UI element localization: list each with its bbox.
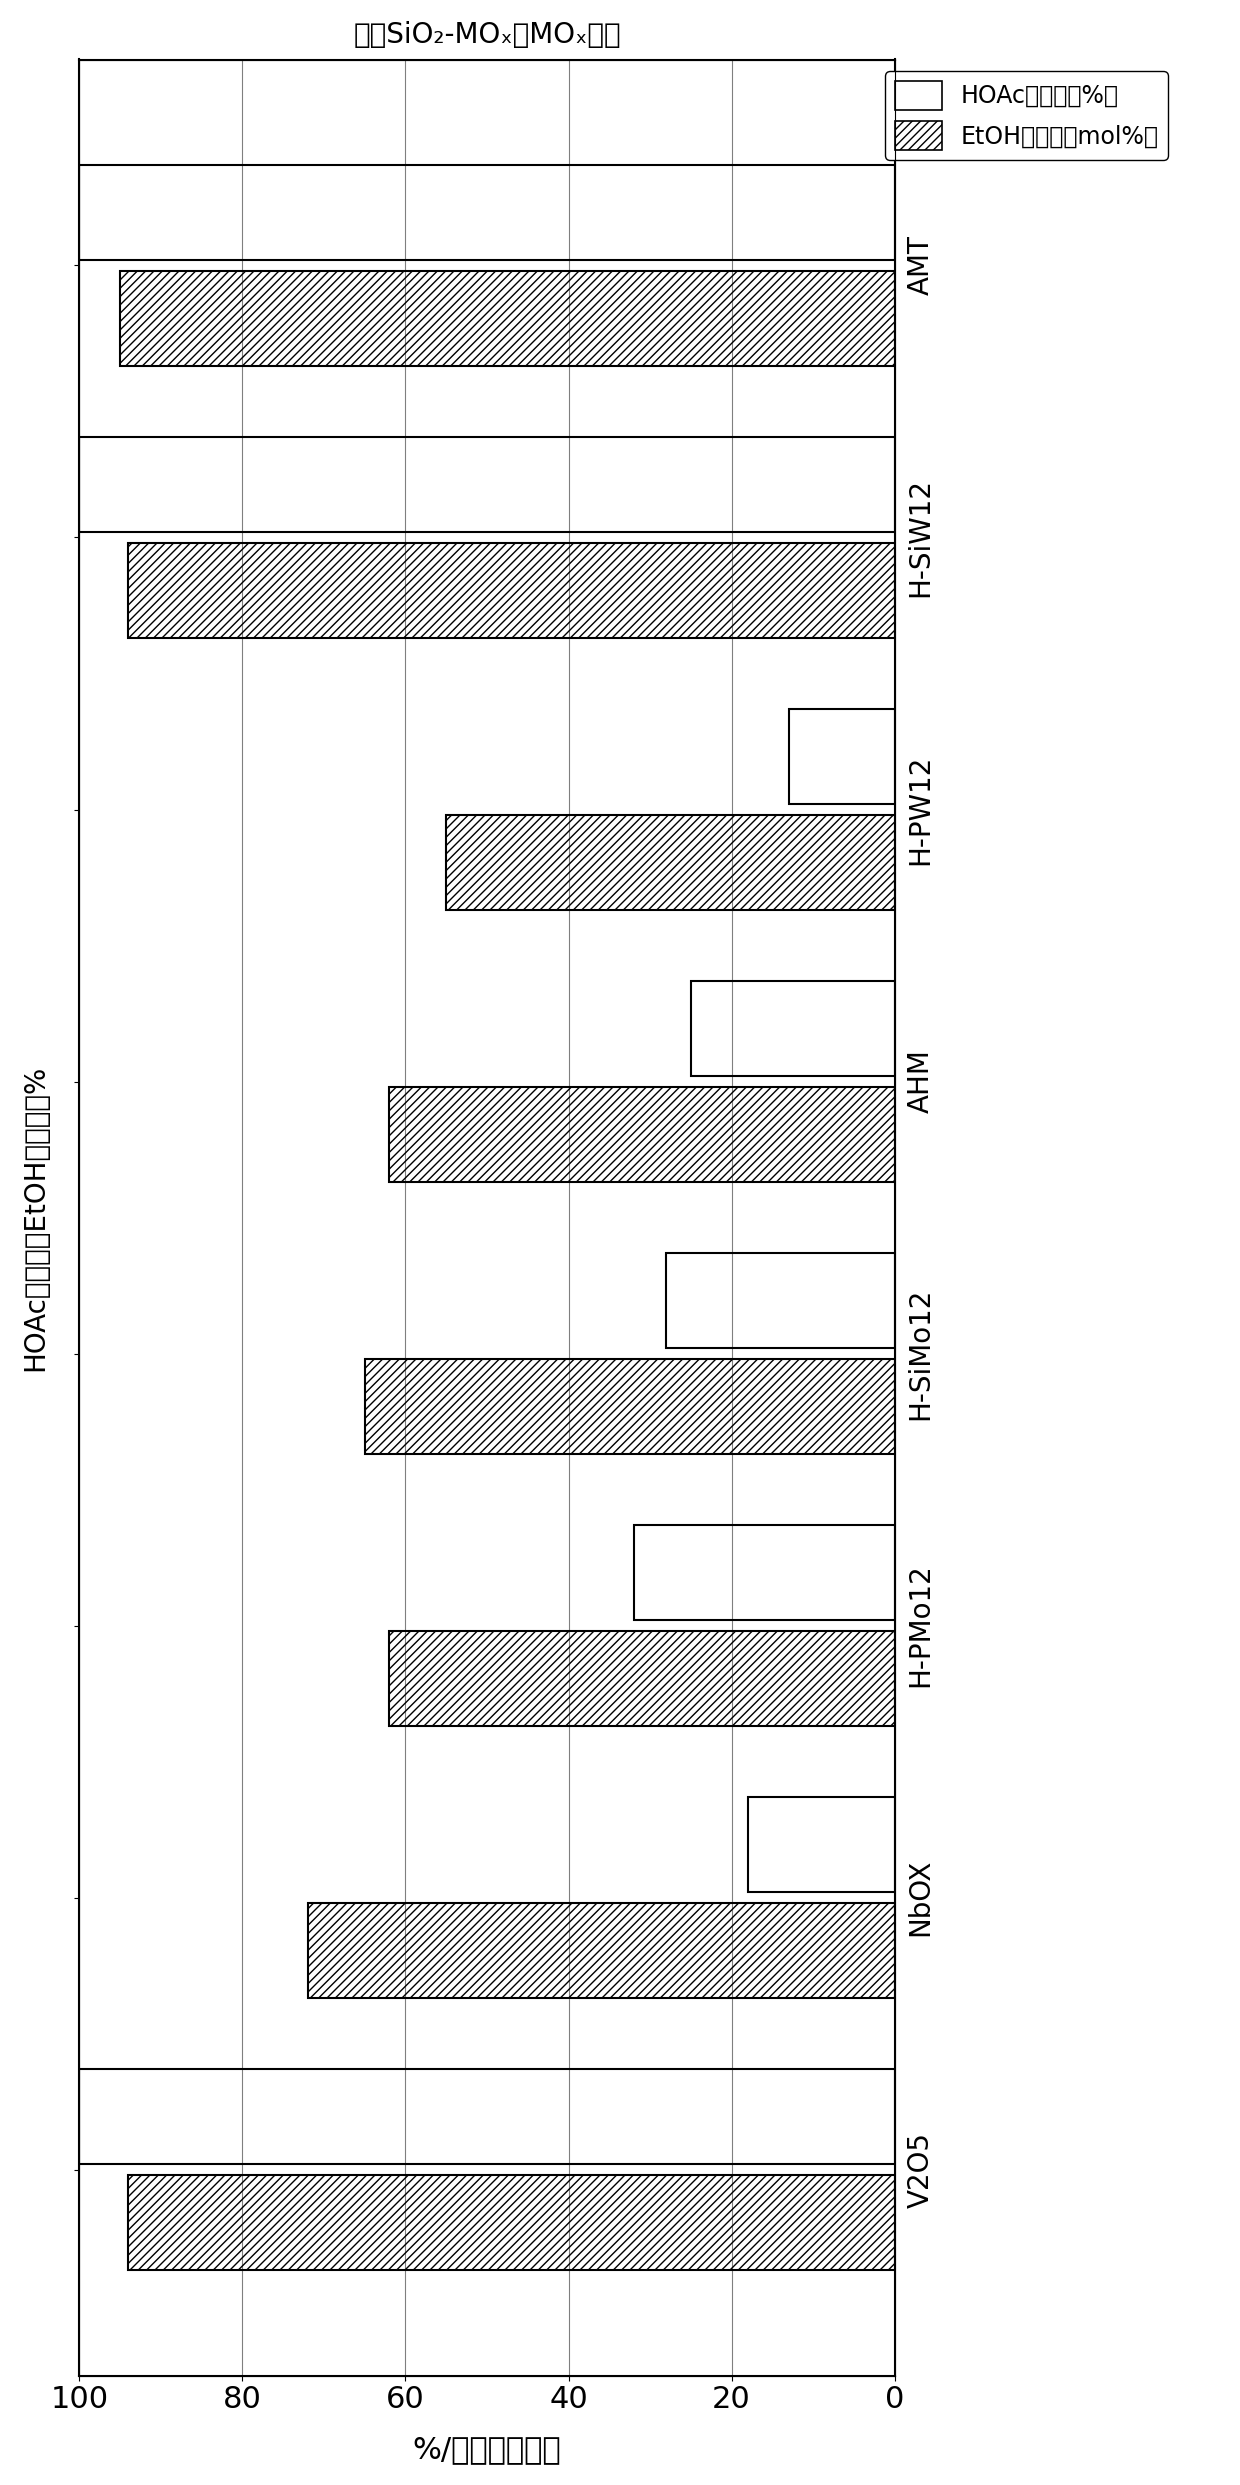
Bar [691,982,894,1076]
Bar [308,1904,894,1998]
Bar [79,437,894,532]
X-axis label: %/率化转媒丮转: %/率化转媒丮转 [413,2435,562,2465]
X-axis label: 用于SiO₂-MOₓ的MOₓ前体: 用于SiO₂-MOₓ的MOₓ前体 [353,20,621,50]
Bar [79,164,894,261]
Bar [128,542,894,639]
Bar [389,1630,894,1727]
Legend: HOAc转化率（%）, EtOH选择性（mol%）: HOAc转化率（%）, EtOH选择性（mol%） [885,72,1168,159]
Bar [789,708,894,805]
Bar [634,1526,894,1620]
Bar [666,1252,894,1349]
Bar [748,1797,894,1891]
Bar [128,2174,894,2271]
Bar [389,1086,894,1183]
Bar [79,2070,894,2164]
Bar [446,815,894,910]
Bar [365,1359,894,1454]
Y-axis label: HOAc转化率和EtOH选择性，%: HOAc转化率和EtOH选择性，% [21,1064,48,1372]
Bar [120,271,894,365]
